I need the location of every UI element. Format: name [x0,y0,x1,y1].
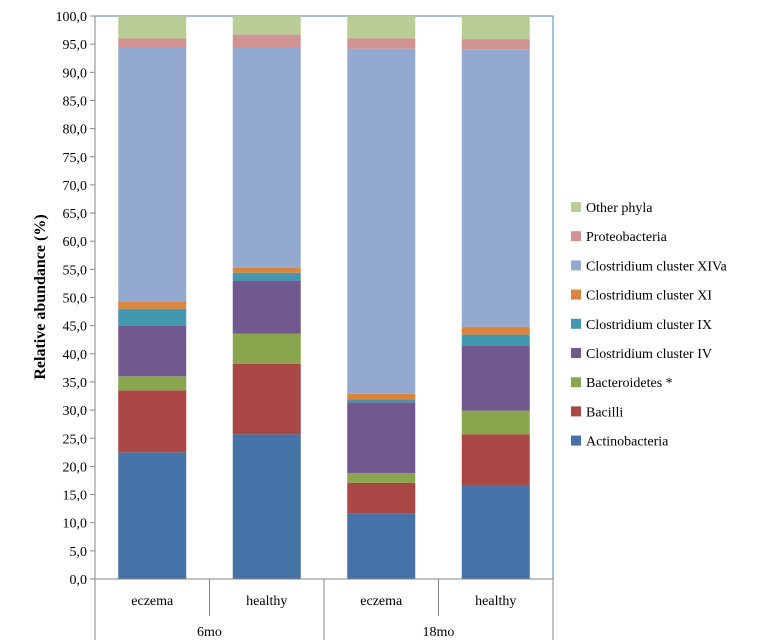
bar-segment-bacteroidetes-1 [232,333,301,364]
bar-segment-clostridium-cluster-iv-3 [461,345,530,411]
bar-segment-clostridium-cluster-xi-1 [232,267,301,273]
bar-segment-bacilli-2 [347,482,416,514]
legend-entry: Clostridium cluster IX [586,318,712,333]
y-tick-label: 75,0 [63,151,88,166]
x-group-label: 6mo [197,625,222,640]
bar-segment-other-phyla-1 [232,16,301,35]
bar-segment-clostridium-cluster-xiva-2 [347,48,416,394]
y-tick-label: 85,0 [63,94,88,109]
bar-segment-clostridium-cluster-xiva-1 [232,47,301,268]
legend-entry: Clostridium cluster XIVa [586,259,728,274]
legend-entry: Clostridium cluster IV [586,347,712,362]
x-category-label: eczema [131,594,174,609]
bar-segment-clostridium-cluster-ix-2 [347,399,416,403]
y-tick-label: 90,0 [63,66,88,81]
y-tick-label: 100,0 [56,10,88,25]
bar-segment-actinobacteria-3 [461,484,530,579]
bar-segment-proteobacteria-1 [232,34,301,48]
bar-segment-other-phyla-0 [118,16,187,39]
y-axis-label-group: Relative abundance (%) [32,214,49,379]
y-tick-label: 95,0 [63,38,88,53]
legend-swatch [571,435,581,446]
legend-swatch [571,202,581,212]
bar-segment-clostridium-cluster-ix-3 [461,334,530,346]
y-tick-label: 25,0 [63,432,88,447]
bar-segment-clostridium-cluster-iv-0 [118,325,187,377]
x-category-label: eczema [360,594,403,609]
y-tick-label: 40,0 [63,348,88,363]
bar-segment-other-phyla-2 [347,16,416,39]
y-tick-label: 30,0 [63,404,88,419]
axes [90,15,554,640]
bar-segment-clostridium-cluster-ix-1 [232,272,301,281]
x-category-labels: eczema healthy eczema healthy 6mo 18mo [131,594,516,640]
legend-swatch [571,260,581,271]
y-tick-label: 35,0 [63,376,88,391]
x-group-label: 18mo [423,625,455,640]
bars [118,16,530,579]
legend-entry: Bacteroidetes * [586,376,673,391]
legend-swatch [571,348,581,358]
bar-segment-bacteroidetes-2 [347,473,416,483]
y-tick-label: 0,0 [70,573,88,588]
legend-swatch [571,406,581,417]
bar-segment-actinobacteria-1 [232,434,301,579]
bar-segment-actinobacteria-2 [347,513,416,579]
bar-segment-proteobacteria-2 [347,38,416,49]
y-tick-label: 50,0 [63,292,88,307]
bar-segment-proteobacteria-0 [118,38,187,48]
bar-segment-clostridium-cluster-xi-2 [347,393,416,400]
y-tick-labels: 0,0 5,0 10,0 15,0 20,0 25,0 30,0 35,0 40,0 45,0 50… [56,10,88,588]
legend-entry: Proteobacteria [586,230,668,245]
legend-swatch [571,231,581,242]
legend-entry: Other phyla [586,201,653,216]
y-tick-label: 70,0 [63,179,88,194]
bar-segment-clostridium-cluster-xi-3 [461,326,530,335]
legend: Other phyla Proteobacteria Clostridium clu… [571,201,728,450]
y-tick-label: 10,0 [63,517,88,532]
x-category-label: healthy [475,594,516,609]
bar-segment-bacteroidetes-3 [461,410,530,435]
legend-swatch [571,318,581,329]
y-tick-label: 20,0 [63,460,88,475]
y-tick-label: 15,0 [63,489,88,504]
bar-segment-bacteroidetes-0 [118,376,187,391]
y-tick-label: 80,0 [63,123,88,138]
bar-segment-clostridium-cluster-xi-0 [118,301,187,309]
legend-entry: Clostridium cluster XI [586,289,712,304]
y-axis-label: Relative abundance (%) [32,214,49,379]
bar-segment-bacilli-1 [232,363,301,435]
bar-segment-clostridium-cluster-xiva-3 [461,49,530,327]
bar-segment-clostridium-cluster-ix-0 [118,308,187,326]
legend-swatch [571,289,581,300]
bar-segment-other-phyla-3 [461,16,530,40]
bar-segment-bacilli-0 [118,390,187,453]
bar-segment-clostridium-cluster-iv-2 [347,402,416,474]
legend-entry: Actinobacteria [586,435,669,450]
y-tick-label: 55,0 [63,263,88,278]
bar-segment-bacilli-3 [461,434,530,485]
y-tick-label: 65,0 [63,207,88,222]
y-tick-label: 45,0 [63,320,88,335]
legend-swatch [571,377,581,388]
bar-segment-clostridium-cluster-xiva-0 [118,47,187,302]
y-tick-label: 5,0 [70,545,88,560]
bar-segment-clostridium-cluster-iv-1 [232,280,301,334]
y-tick-label: 60,0 [63,235,88,250]
x-category-label: healthy [246,594,287,609]
bar-segment-actinobacteria-0 [118,452,187,579]
bar-segment-proteobacteria-3 [461,39,530,50]
legend-entry: Bacilli [586,405,623,420]
